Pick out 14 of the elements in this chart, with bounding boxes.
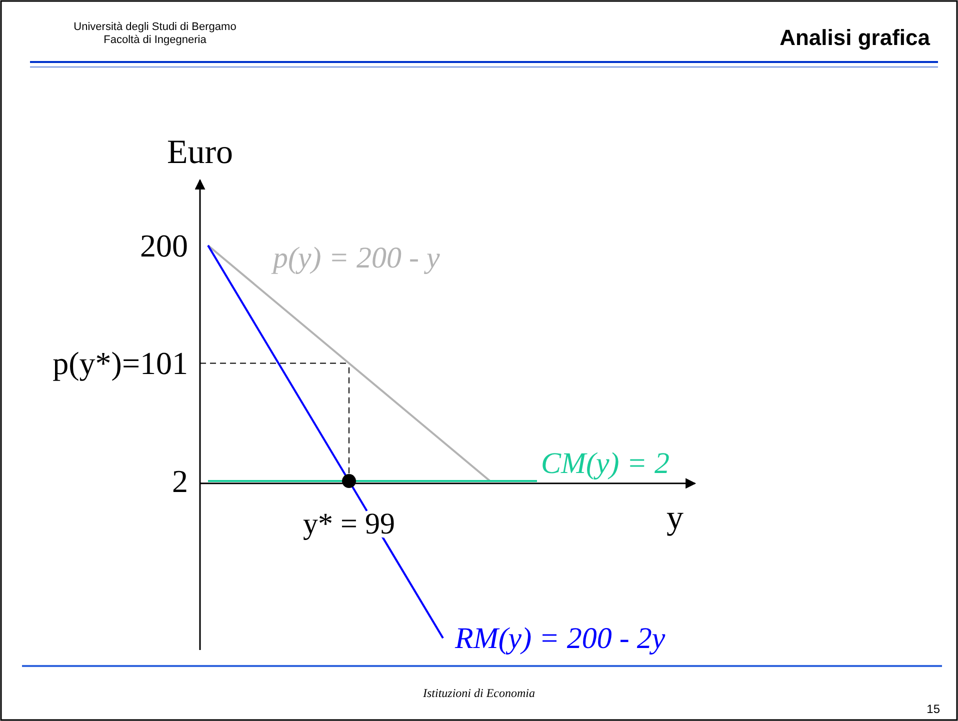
y-tick-label: 200 <box>140 227 188 264</box>
y-tick-label: 2 <box>172 463 188 500</box>
text: 15 <box>926 702 940 716</box>
text: Istituzioni di Economia <box>422 686 535 700</box>
series-label: RM(y) = 200 - 2y <box>454 622 666 656</box>
y-tick-label: p(y*)=101 <box>52 345 188 382</box>
university-name: Università degli Studi di Bergamo Facoltà di Ingegneria <box>74 21 236 46</box>
series-label: CM(y) = 2 <box>541 447 670 480</box>
x-axis-title: y <box>666 499 684 536</box>
y-axis-title: Euro <box>166 134 234 171</box>
series-label: p(y) = 200 - y <box>271 241 441 274</box>
line-series <box>207 244 491 482</box>
line-series <box>207 244 444 640</box>
text: Analisi grafica <box>780 25 931 50</box>
